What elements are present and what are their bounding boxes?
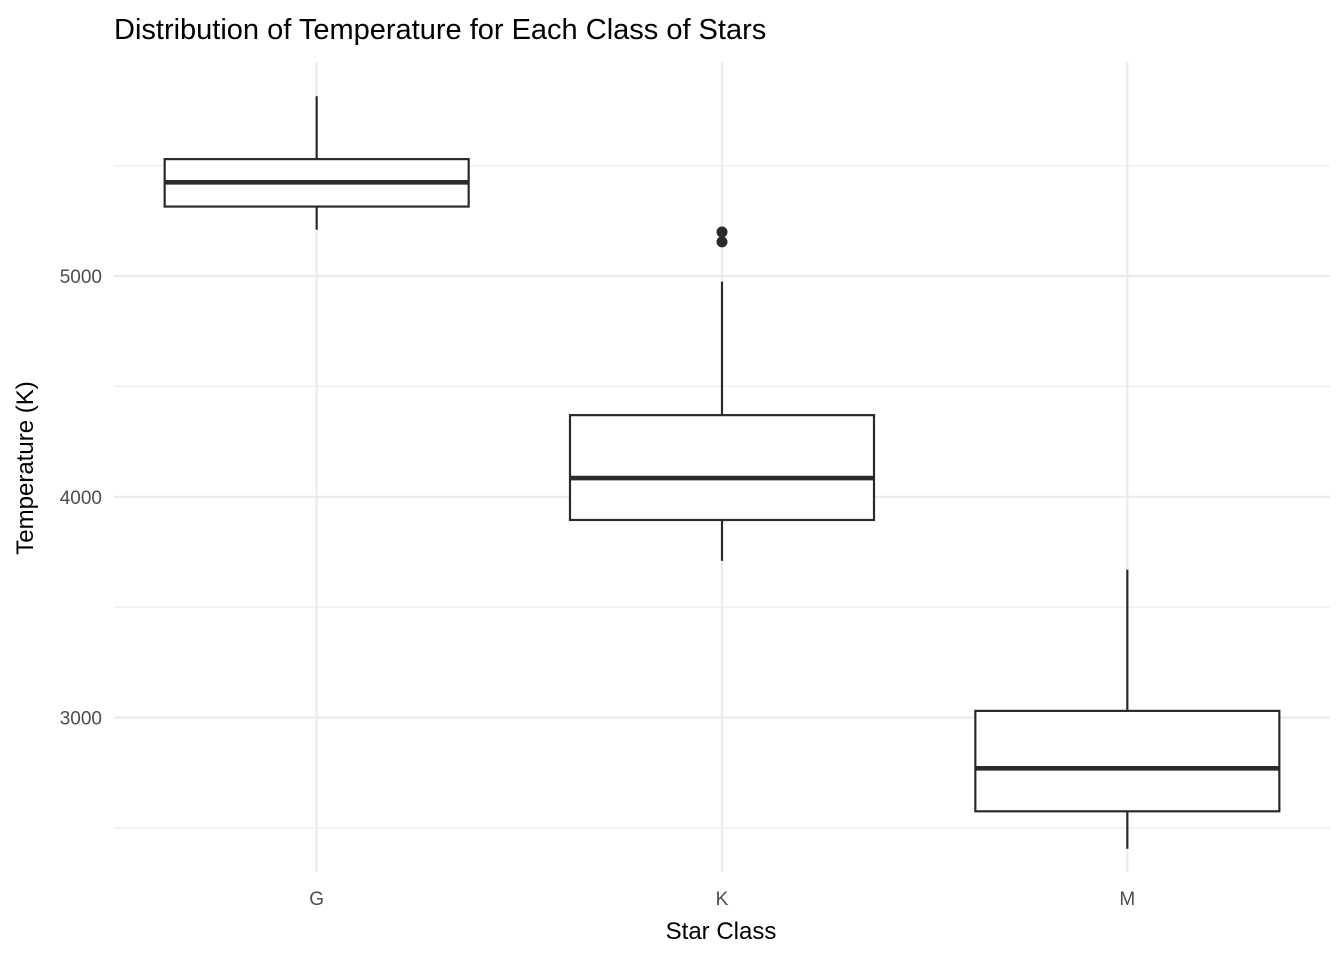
x-axis-title: Star Class bbox=[666, 918, 777, 945]
outlier-point bbox=[716, 236, 728, 248]
x-tick-label: K bbox=[716, 889, 729, 910]
tick-labels: 3000 4000 5000 G K M bbox=[60, 267, 1136, 910]
box-iqr bbox=[974, 709, 1281, 813]
y-axis-title: Temperature (K) bbox=[12, 381, 39, 554]
box-group-M bbox=[974, 569, 1281, 849]
y-tick-label: 3000 bbox=[60, 709, 102, 730]
y-tick-label: 5000 bbox=[60, 267, 102, 288]
box-group-K bbox=[568, 226, 876, 561]
box-group-G bbox=[163, 96, 470, 230]
x-tick-label: G bbox=[309, 889, 324, 910]
chart-title: Distribution of Temperature for Each Cla… bbox=[114, 14, 766, 46]
y-tick-label: 4000 bbox=[60, 488, 102, 509]
outlier-point bbox=[716, 226, 728, 238]
box-iqr bbox=[568, 414, 876, 522]
x-tick-label: M bbox=[1119, 889, 1135, 910]
boxes bbox=[163, 96, 1281, 849]
